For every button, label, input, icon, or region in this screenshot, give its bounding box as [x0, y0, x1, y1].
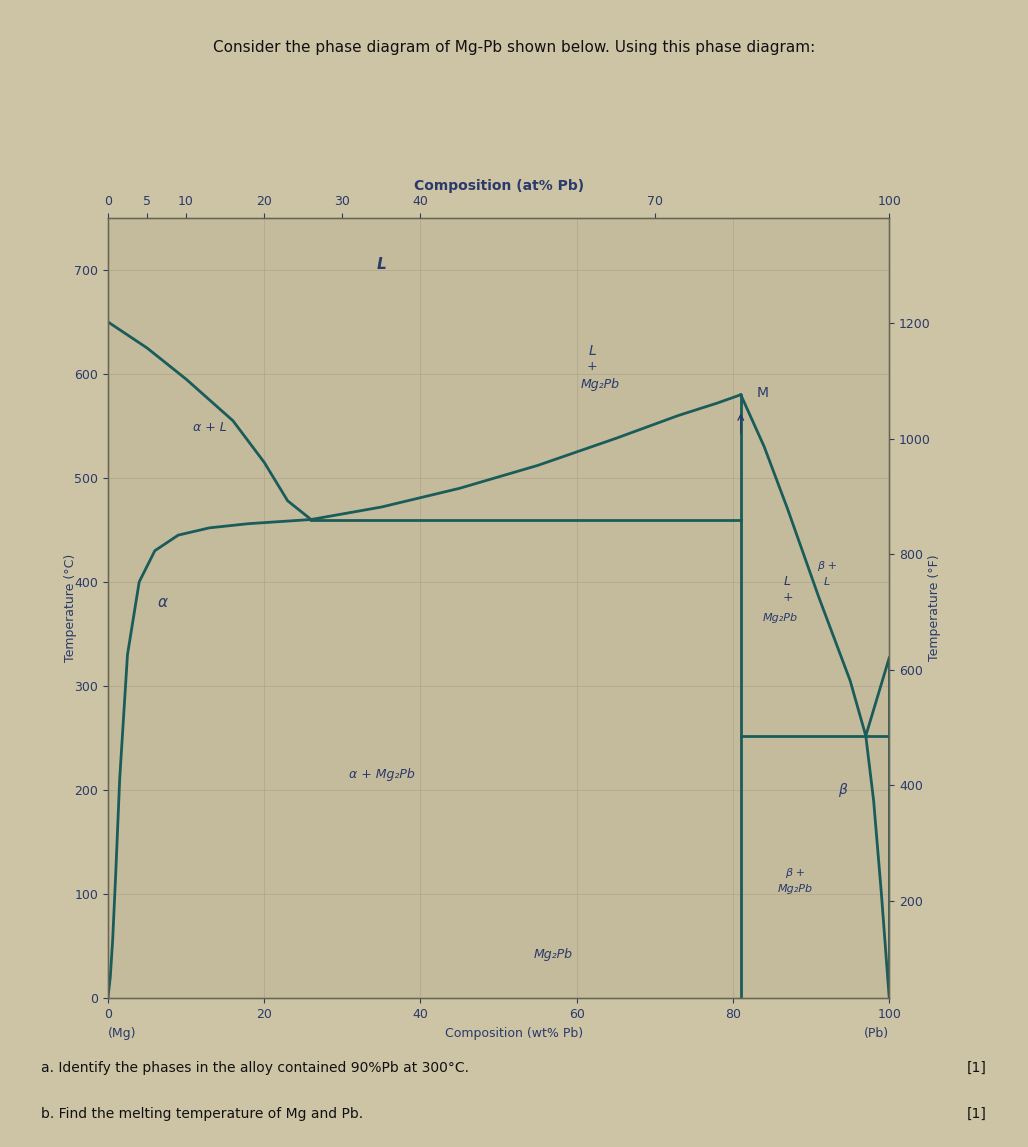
Text: β: β	[838, 783, 847, 797]
Text: a. Identify the phases in the alloy contained 90%Pb at 300°C.: a. Identify the phases in the alloy cont…	[41, 1061, 469, 1075]
Text: Mg₂Pb: Mg₂Pb	[763, 614, 798, 623]
Text: (Mg): (Mg)	[108, 1027, 137, 1039]
Text: b. Find the melting temperature of Mg and Pb.: b. Find the melting temperature of Mg an…	[41, 1107, 363, 1121]
Text: (Pb): (Pb)	[865, 1027, 889, 1039]
Text: Mg₂Pb: Mg₂Pb	[778, 883, 813, 894]
Y-axis label: Temperature (°C): Temperature (°C)	[64, 554, 76, 662]
Text: M: M	[757, 385, 768, 399]
Text: α + Mg₂Pb: α + Mg₂Pb	[348, 767, 414, 781]
Text: L: L	[376, 257, 387, 272]
Text: +: +	[587, 360, 597, 373]
X-axis label: Composition (at% Pb): Composition (at% Pb)	[413, 179, 584, 193]
Text: +: +	[782, 591, 793, 604]
Text: Mg₂Pb: Mg₂Pb	[534, 947, 573, 961]
Text: L: L	[588, 344, 596, 358]
Y-axis label: Temperature (°F): Temperature (°F)	[928, 555, 942, 661]
Text: β +: β +	[816, 561, 837, 571]
Text: [1]: [1]	[967, 1061, 987, 1075]
Text: Mg₂Pb: Mg₂Pb	[581, 377, 620, 391]
Text: [1]: [1]	[967, 1107, 987, 1121]
Text: Consider the phase diagram of Mg-Pb shown below. Using this phase diagram:: Consider the phase diagram of Mg-Pb show…	[213, 40, 815, 55]
Text: α + L: α + L	[192, 421, 226, 435]
Text: Composition (wt% Pb): Composition (wt% Pb)	[445, 1027, 583, 1039]
Text: α: α	[157, 595, 168, 610]
Text: β +: β +	[785, 868, 806, 879]
Text: L: L	[784, 576, 792, 588]
Text: L: L	[823, 577, 830, 587]
